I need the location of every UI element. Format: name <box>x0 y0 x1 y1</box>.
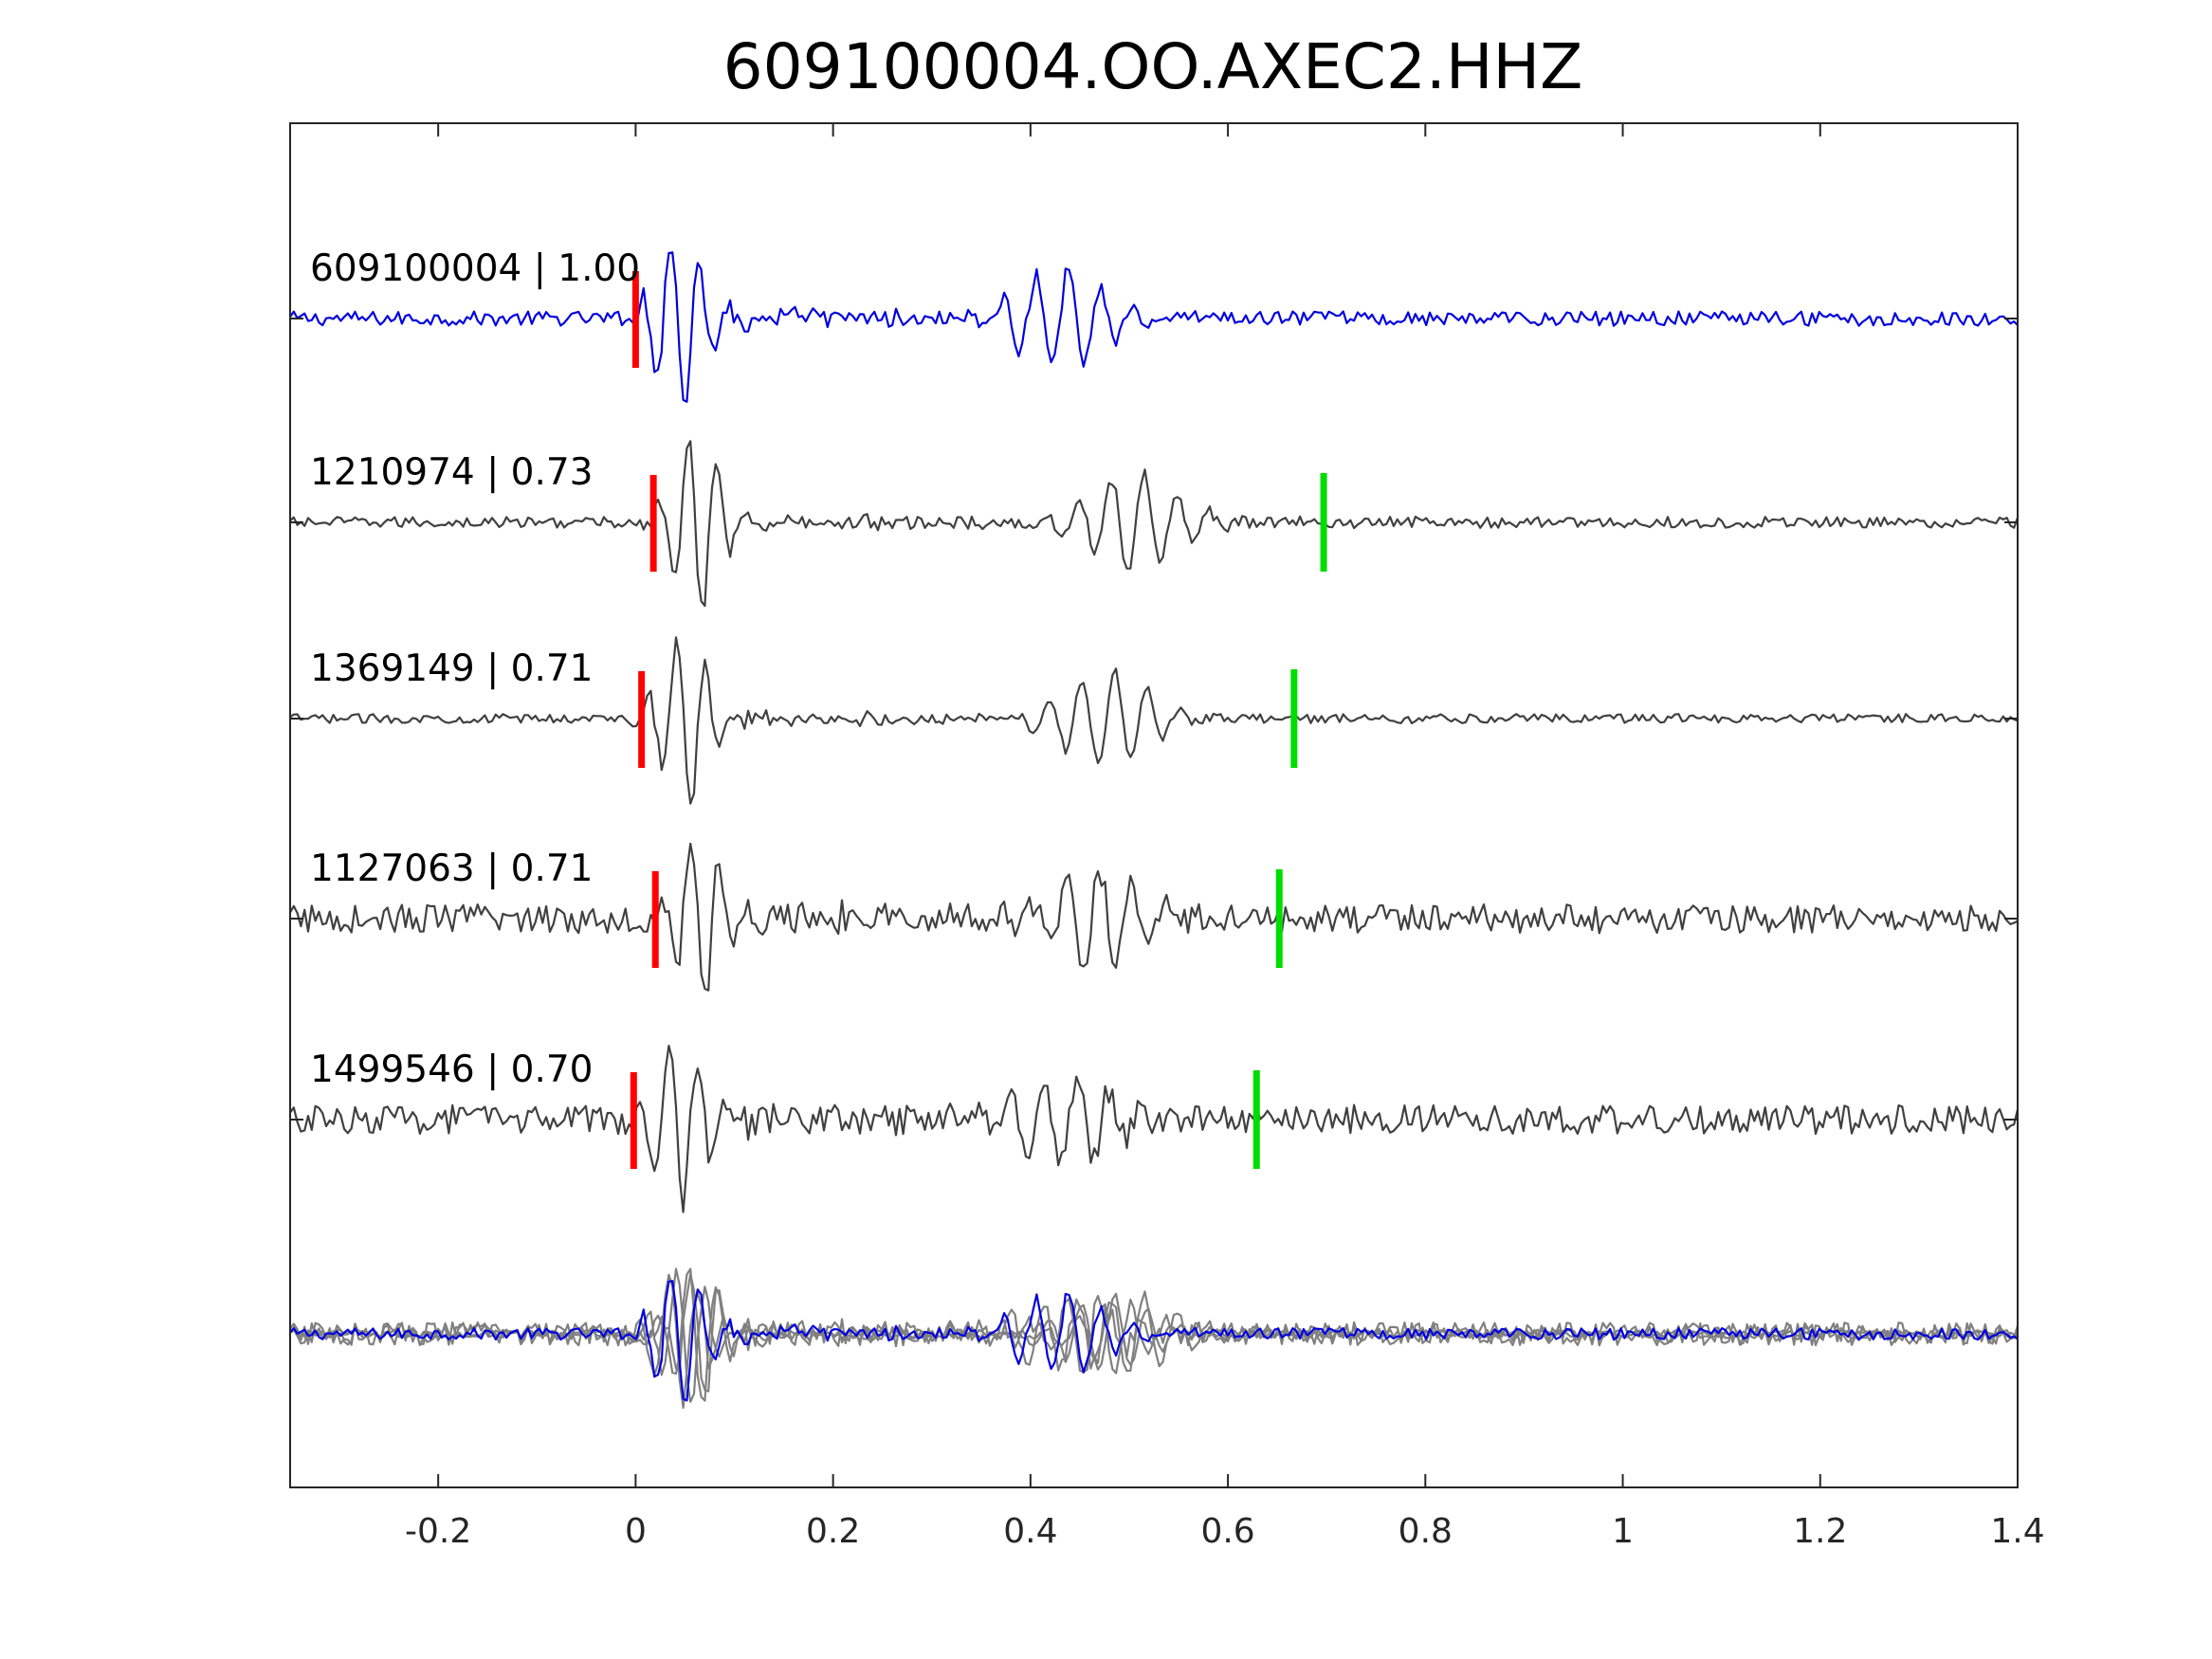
chart-title: 609100004.OO.AXEC2.HHZ <box>723 30 1583 103</box>
plot-frame <box>289 122 2019 1488</box>
x-axis: -0.2 0 0.2 0.4 0.6 0.8 1 1.2 1.4 <box>405 123 2045 1551</box>
trace-label: 609100004 | 1.00 <box>310 247 640 290</box>
overlay-stack <box>289 1267 2020 1410</box>
waveform-trace-609100004 <box>289 251 2019 403</box>
waveform-trace-1210974 <box>289 440 2020 608</box>
picks-layer <box>630 271 1327 1169</box>
overlay-trace-609100004 <box>289 1280 2019 1402</box>
waveform-trace-1369149 <box>289 636 2019 805</box>
trace-label: 1210974 | 0.73 <box>310 451 593 494</box>
overlay-trace-1499546 <box>289 1273 2020 1410</box>
x-tick-label: 0.8 <box>1398 1512 1453 1551</box>
waveform-trace-1127063 <box>289 842 2019 992</box>
trace-labels: 609100004 | 1.00 1210974 | 0.73 1369149 | … <box>310 247 640 1091</box>
x-tick-label: 0.2 <box>806 1512 860 1551</box>
x-tick-label: 1 <box>1612 1512 1634 1551</box>
trace-label: 1369149 | 0.71 <box>310 647 593 690</box>
x-tick-label: 0.4 <box>1003 1512 1057 1551</box>
x-tick-label: 0 <box>625 1512 647 1551</box>
x-tick-label: 1.4 <box>1990 1512 2044 1551</box>
x-tick-label: -0.2 <box>405 1512 471 1551</box>
trace-label: 1127063 | 0.71 <box>310 848 593 890</box>
traces-layer <box>289 251 2020 1213</box>
x-tick-label: 0.6 <box>1200 1512 1254 1551</box>
x-tick-label: 1.2 <box>1793 1512 1847 1551</box>
waveform-trace-1499546 <box>289 1045 2020 1213</box>
trace-label: 1499546 | 0.70 <box>310 1048 593 1091</box>
